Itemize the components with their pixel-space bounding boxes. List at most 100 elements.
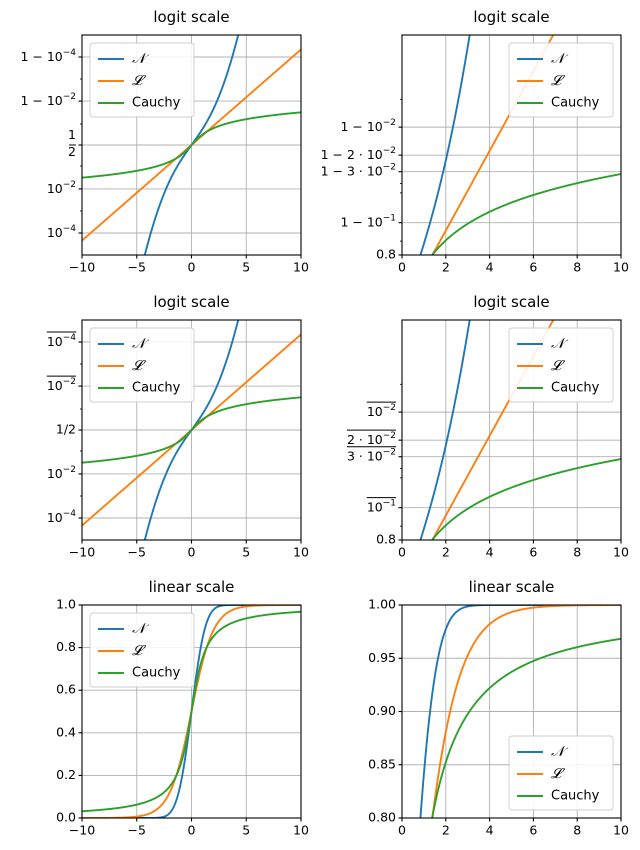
data-curves	[82, 35, 301, 255]
legend-label-Cauchy: Cauchy	[551, 789, 600, 804]
x-tick-label: 8	[573, 260, 581, 275]
legend-label-Cauchy: Cauchy	[132, 96, 181, 111]
plot-panel-top-left: logit scale −10 −5 0 5 10 10−4 10−2 1 2 1 − 10−2 1 …	[0, 0, 320, 285]
svg-text:0.8: 0.8	[376, 247, 396, 262]
x-tick-label: 8	[573, 545, 581, 560]
legend-box	[89, 42, 195, 118]
svg-text:0.4: 0.4	[56, 724, 76, 739]
plot-svg: linear scale −10 −5 0 5 10 0.0 0.2 0.4 0.6 0.8 1.0 𝒩…	[56, 578, 309, 838]
svg-text:10−2: 10−2	[47, 377, 76, 393]
x-tick-label: 2	[442, 823, 450, 838]
plot-panel-top-right: logit scale 0 2 4 6 8 10 0.8 1 − 10−1 1 − 3 ⋅ 10−…	[320, 0, 640, 285]
plot-panel-bottom-right: linear scale 0 2 4 6 8 10 0.80 0.85 0.90 0.95 1.00 𝒩…	[320, 570, 640, 850]
curve-Cauchy	[431, 637, 621, 818]
plot-svg: logit scale −10 −5 0 5 10 10−4 10−2 1 2 1 − 10−2 1 …	[20, 8, 309, 275]
svg-text:10−2: 10−2	[47, 464, 76, 480]
svg-text:2 ⋅ 10−2: 2 ⋅ 10−2	[347, 431, 396, 447]
svg-text:1 − 2 ⋅ 10−2: 1 − 2 ⋅ 10−2	[321, 146, 396, 162]
legend-box	[89, 327, 195, 403]
svg-text:1 − 10−2: 1 − 10−2	[340, 118, 396, 134]
svg-text:0.2: 0.2	[56, 767, 76, 782]
data-curves	[82, 320, 301, 540]
x-tick-label: 0	[398, 260, 406, 275]
x-tick-label: 0	[398, 823, 406, 838]
y-axis: 0.8 10−1 3 ⋅ 10−22 ⋅ 10−2 10−2	[346, 383, 402, 547]
legend-box	[508, 735, 614, 811]
svg-text:0.95: 0.95	[368, 650, 396, 665]
plot-svg: logit scale −10 −5 0 5 10 10−4 10−2 1/2 10−2 10−4 𝒩…	[46, 293, 309, 560]
panel-title: logit scale	[473, 293, 549, 311]
svg-text:1 − 10−4: 1 − 10−4	[20, 48, 76, 64]
plot-panel-middle-right: logit scale 0 2 4 6 8 10 0.8 10−1 3 ⋅ 10−2 2 ⋅ 10−…	[320, 285, 640, 570]
x-tick-label: 5	[242, 823, 250, 838]
x-tick-label: 2	[442, 260, 450, 275]
y-axis: 10−4 10−2 1/2 10−2 10−4	[46, 331, 82, 524]
svg-text:1 − 10−2: 1 − 10−2	[20, 92, 76, 108]
plot-svg: linear scale 0 2 4 6 8 10 0.80 0.85 0.90 0.95 1.00 𝒩…	[368, 578, 629, 838]
x-tick-label: 10	[613, 260, 629, 275]
x-tick-label: −10	[69, 823, 95, 838]
svg-text:0.85: 0.85	[368, 756, 396, 771]
x-axis: 0 2 4 6 8 10	[398, 255, 629, 275]
curve-N	[419, 35, 471, 255]
x-tick-label: 6	[529, 823, 537, 838]
svg-text:0.8: 0.8	[376, 532, 396, 547]
x-axis: −10 −5 0 5 10	[69, 540, 309, 560]
legend-box	[508, 327, 614, 403]
svg-text:0.8: 0.8	[56, 639, 76, 654]
x-tick-label: 10	[293, 260, 309, 275]
svg-text:3 ⋅ 10−2: 3 ⋅ 10−2	[347, 447, 396, 463]
svg-text:10−2: 10−2	[367, 403, 396, 419]
x-axis: 0 2 4 6 8 10	[398, 540, 629, 560]
x-tick-label: 0	[188, 260, 196, 275]
x-tick-label: −5	[128, 260, 146, 275]
plot-panel-middle-left: logit scale −10 −5 0 5 10 10−4 10−2 1/2 10−2 10−4 𝒩…	[0, 285, 320, 570]
curve-Cauchy	[82, 111, 301, 179]
curve-L	[431, 605, 621, 818]
svg-text:0.0: 0.0	[56, 810, 76, 825]
panel-title: logit scale	[473, 8, 549, 26]
svg-text:10−4: 10−4	[47, 508, 76, 524]
curve-Cauchy	[82, 610, 301, 813]
x-tick-label: −10	[69, 545, 95, 560]
svg-text:1: 1	[68, 127, 76, 142]
x-tick-label: 10	[293, 545, 309, 560]
panel-title: linear scale	[469, 578, 555, 596]
x-tick-label: −5	[128, 823, 146, 838]
x-tick-label: 5	[242, 545, 250, 560]
legend-box	[508, 42, 614, 118]
svg-text:0.80: 0.80	[368, 810, 396, 825]
y-axis: 0.0 0.2 0.4 0.6 0.8 1.0	[56, 597, 82, 825]
plot-svg: logit scale 0 2 4 6 8 10 0.8 10−1 3 ⋅ 10−22 ⋅ 10−…	[346, 293, 629, 560]
svg-text:0.6: 0.6	[56, 682, 76, 697]
x-tick-label: 4	[486, 823, 494, 838]
svg-text:10−2: 10−2	[47, 179, 76, 195]
curve-Cauchy	[82, 396, 301, 464]
svg-text:10−4: 10−4	[47, 333, 76, 349]
x-tick-label: 5	[242, 260, 250, 275]
plot-panel-bottom-left: linear scale −10 −5 0 5 10 0.0 0.2 0.4 0.6 0.8 1.0 𝒩…	[0, 570, 320, 850]
curve-Cauchy	[430, 458, 621, 540]
x-tick-label: 0	[188, 545, 196, 560]
svg-text:1.0: 1.0	[56, 597, 76, 612]
x-tick-label: 0	[188, 823, 196, 838]
svg-text:1 − 3 ⋅ 10−2: 1 − 3 ⋅ 10−2	[321, 162, 396, 178]
axes-spines	[401, 34, 622, 256]
curve-N	[419, 605, 621, 818]
x-tick-label: −5	[128, 545, 146, 560]
y-axis: 0.80 0.85 0.90 0.95 1.00	[368, 597, 402, 825]
curve-Cauchy	[430, 173, 621, 255]
x-tick-label: 6	[529, 260, 537, 275]
x-tick-label: −10	[69, 260, 95, 275]
plot-svg: logit scale 0 2 4 6 8 10 0.8 1 − 10−1 1 − 3 ⋅ 10−…	[321, 8, 629, 275]
x-tick-label: 10	[613, 545, 629, 560]
x-tick-label: 4	[486, 260, 494, 275]
svg-text:0.90: 0.90	[368, 703, 396, 718]
y-axis: 0.8 1 − 10−1 1 − 3 ⋅ 10−21 − 2 ⋅ 10−2 1 − 1…	[321, 98, 402, 262]
svg-text:10−4: 10−4	[47, 223, 76, 239]
data-curves	[419, 605, 621, 818]
